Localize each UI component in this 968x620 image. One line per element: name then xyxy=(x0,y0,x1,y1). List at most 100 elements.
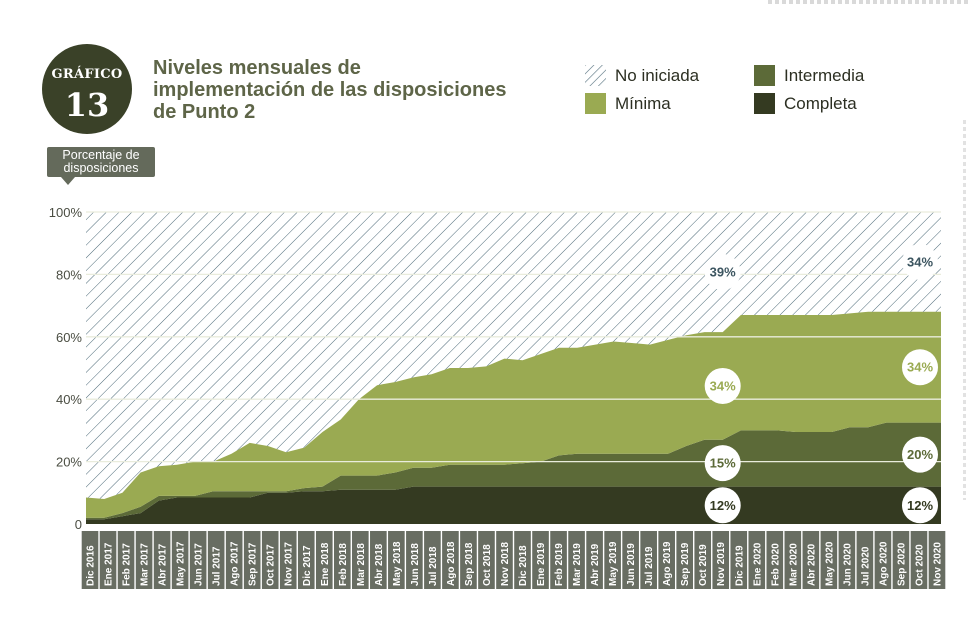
x-tick-label: Sep 2017 xyxy=(248,542,259,586)
x-tick-box xyxy=(279,531,297,589)
x-tick-label: Ago 2020 xyxy=(878,541,889,586)
x-tick-box xyxy=(622,531,639,589)
legend-label-intermedia: Intermedia xyxy=(784,65,865,85)
y-axis-label-line-1: Porcentaje de xyxy=(62,148,140,162)
x-tick-label: Feb 2017 xyxy=(122,543,133,586)
x-tick-label: Feb 2019 xyxy=(554,543,565,586)
decorative-side-rule xyxy=(963,120,966,500)
legend-swatch-completa xyxy=(754,93,775,114)
annotation-label: 12% xyxy=(907,498,933,513)
x-tick-box xyxy=(604,531,621,589)
x-tick-box xyxy=(748,531,766,589)
x-tick-label: Ene 2019 xyxy=(536,542,547,586)
area-minima xyxy=(86,311,941,518)
x-tick-box xyxy=(261,531,279,589)
annotation-label: 39% xyxy=(710,265,736,280)
x-tick-label: Ago 2018 xyxy=(446,541,457,586)
title-line-3: de Punto 2 xyxy=(153,101,256,123)
x-tick-box xyxy=(568,531,585,589)
legend-label-completa: Completa xyxy=(784,93,857,113)
x-tick-label: Ago 2019 xyxy=(662,541,673,586)
x-tick-label: Nov 2018 xyxy=(500,542,511,586)
x-tick-box xyxy=(766,531,784,589)
x-tick-box xyxy=(153,531,171,589)
y-tick-label: 80% xyxy=(56,267,82,282)
x-tick-box xyxy=(225,531,243,589)
y-axis-label-line-2: disposiciones xyxy=(63,161,139,175)
x-tick-box xyxy=(460,531,477,589)
x-tick-label: Abr 2019 xyxy=(590,543,601,586)
x-tick-box xyxy=(478,531,495,589)
x-tick-box xyxy=(730,531,748,589)
title-line-2: implementación de las disposiciones xyxy=(153,79,507,101)
x-tick-box xyxy=(333,531,351,589)
x-tick-box xyxy=(802,531,820,589)
legend-item-no-iniciada: No iniciada xyxy=(585,65,699,86)
x-tick-box xyxy=(784,531,802,589)
x-tick-label: Jun 2018 xyxy=(410,543,421,586)
x-tick-label: Oct 2017 xyxy=(266,544,277,586)
annotation-label: 15% xyxy=(710,456,736,471)
chart-number-badge: GRÁFICO 13 xyxy=(42,44,132,134)
x-tick-label: Jun 2017 xyxy=(194,543,205,586)
x-tick-label: Nov 2017 xyxy=(284,542,295,586)
annotation-bubble xyxy=(704,487,741,524)
x-tick-label: Ene 2018 xyxy=(320,542,331,586)
x-tick-label: Oct 2019 xyxy=(698,544,709,586)
x-tick-label: Mar 2020 xyxy=(788,543,799,586)
x-tick-label: Abr 2020 xyxy=(806,543,817,586)
x-tick-box xyxy=(315,531,333,589)
x-tick-box xyxy=(135,531,153,589)
x-tick-box xyxy=(586,531,603,589)
x-tick-box xyxy=(442,531,459,589)
x-tick-label: Dic 2018 xyxy=(518,545,529,586)
x-tick-box xyxy=(189,531,207,589)
x-tick-box xyxy=(820,531,838,589)
legend-item-completa: Completa xyxy=(754,93,857,114)
annotation-label: 34% xyxy=(907,360,933,375)
x-tick-label: Abr 2017 xyxy=(158,543,169,586)
annotation-bubble xyxy=(902,349,938,386)
x-tick-label: Sep 2020 xyxy=(896,542,907,586)
x-tick-box xyxy=(928,531,946,589)
x-tick-label: Sep 2019 xyxy=(680,542,691,586)
x-tick-label: Jun 2020 xyxy=(842,543,853,586)
x-tick-label: May 2019 xyxy=(608,541,619,586)
x-tick-label: Dic 2016 xyxy=(86,545,97,586)
annotation-label: 12% xyxy=(710,498,736,513)
badge-number: 13 xyxy=(64,86,110,124)
x-tick-label: Nov 2019 xyxy=(716,542,727,586)
x-tick-box xyxy=(550,531,567,589)
decorative-top-rule xyxy=(768,0,968,4)
annotation-bubble xyxy=(704,367,741,404)
y-tick-label: 40% xyxy=(56,392,82,407)
x-tick-label: Jul 2017 xyxy=(212,546,223,586)
legend-swatch-hatch xyxy=(585,65,606,86)
annotation-bubble xyxy=(902,436,938,473)
x-tick-label: Jul 2018 xyxy=(428,546,439,586)
x-tick-label: May 2018 xyxy=(392,541,403,586)
x-tick-label: Dic 2017 xyxy=(302,545,313,586)
legend-swatch-intermedia xyxy=(754,65,775,86)
x-tick-box xyxy=(297,531,315,589)
x-tick-label: Jul 2019 xyxy=(644,546,655,586)
x-tick-box xyxy=(424,531,441,589)
x-tick-label: Sep 2018 xyxy=(464,542,475,586)
x-tick-box xyxy=(640,531,657,589)
x-tick-box xyxy=(910,531,928,589)
legend-label-minima: Mínima xyxy=(615,93,671,113)
x-tick-label: Ago 2017 xyxy=(230,541,241,586)
x-tick-label: Abr 2018 xyxy=(374,543,385,586)
legend-item-intermedia: Intermedia xyxy=(754,65,864,86)
x-tick-label: May 2020 xyxy=(824,541,835,586)
annotation-bubble xyxy=(704,445,741,482)
x-tick-box xyxy=(370,531,387,589)
x-tick-box xyxy=(694,531,712,589)
x-tick-box xyxy=(406,531,423,589)
x-tick-box xyxy=(81,531,99,589)
x-tick-box xyxy=(243,531,261,589)
x-tick-box xyxy=(207,531,225,589)
x-tick-label: Dic 2019 xyxy=(734,545,745,586)
x-tick-label: Mar 2018 xyxy=(356,543,367,586)
